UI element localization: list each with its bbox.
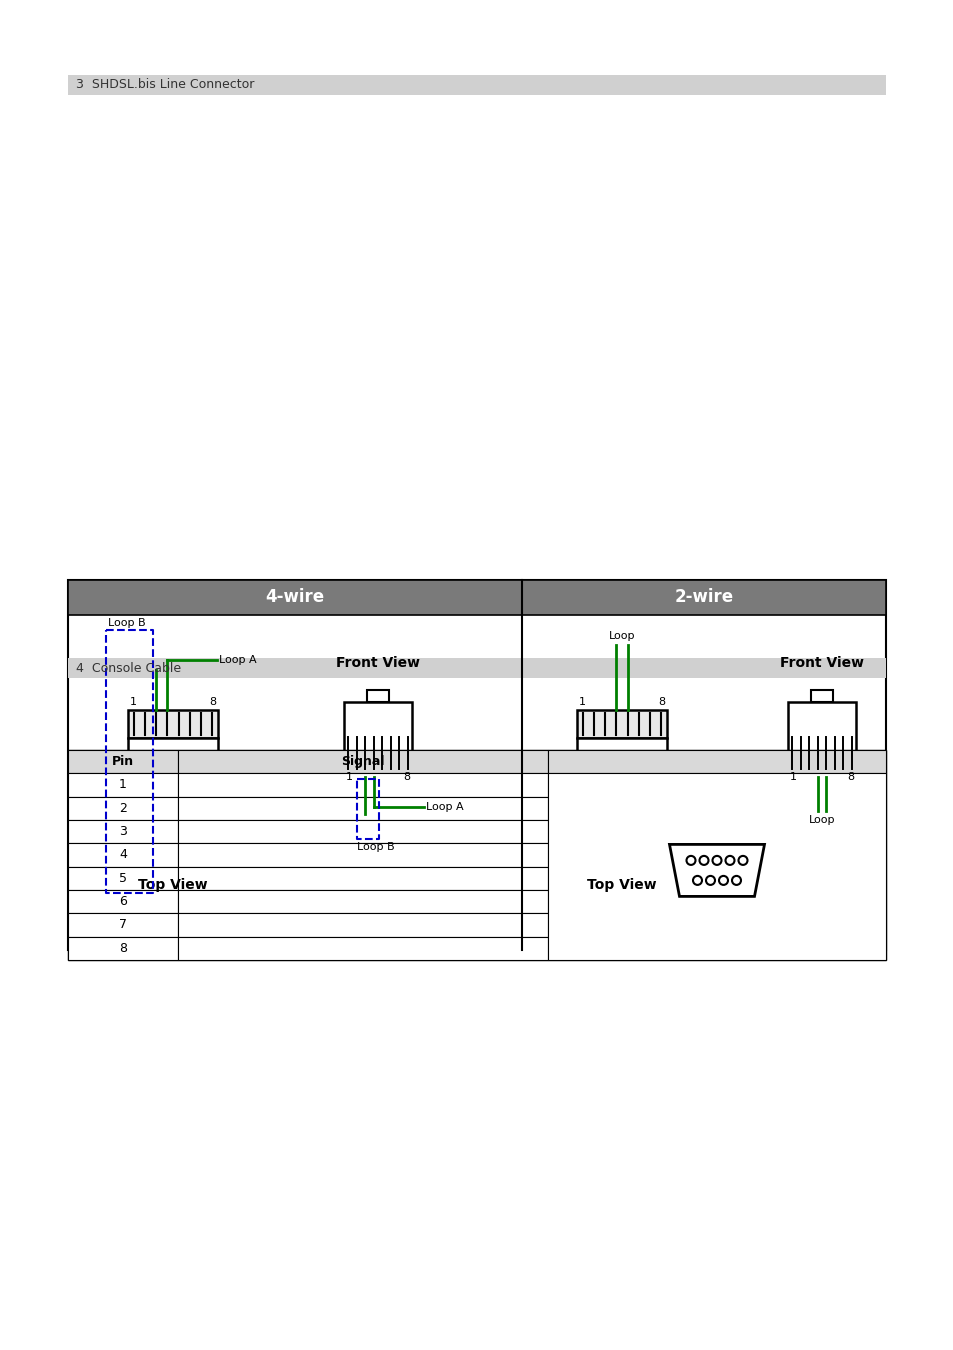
Text: Front View: Front View: [780, 656, 863, 670]
Bar: [68, 890, 178, 914]
Circle shape: [712, 856, 720, 865]
Bar: [178, 867, 547, 890]
Bar: [68, 580, 885, 950]
Text: 5: 5: [119, 872, 127, 884]
Text: 1: 1: [130, 697, 137, 707]
Text: 3  SHDSL.bis Line Connector: 3 SHDSL.bis Line Connector: [76, 78, 254, 92]
Text: 2-wire: 2-wire: [674, 589, 733, 606]
Text: Signal: Signal: [341, 755, 384, 768]
Text: 8: 8: [846, 772, 853, 782]
Bar: [588, 757, 655, 803]
Text: Loop B: Loop B: [356, 842, 395, 852]
Text: Front View: Front View: [335, 656, 419, 670]
Bar: [68, 657, 885, 678]
Bar: [178, 844, 547, 867]
Bar: [68, 751, 885, 960]
Bar: [787, 702, 855, 778]
Circle shape: [719, 876, 727, 884]
Text: 1: 1: [578, 697, 585, 707]
Text: 8: 8: [119, 942, 127, 954]
Bar: [577, 710, 666, 738]
Bar: [521, 580, 885, 616]
Bar: [810, 690, 832, 702]
Circle shape: [738, 856, 747, 865]
Bar: [68, 580, 521, 616]
Bar: [128, 738, 218, 868]
Circle shape: [731, 876, 740, 884]
Circle shape: [705, 876, 714, 884]
Bar: [547, 774, 885, 960]
Text: Loop: Loop: [608, 630, 635, 641]
Text: Loop A: Loop A: [425, 802, 463, 811]
Circle shape: [692, 876, 701, 884]
Bar: [577, 738, 666, 868]
Bar: [178, 751, 547, 774]
Polygon shape: [669, 844, 763, 896]
Text: Loop: Loop: [808, 815, 835, 825]
Text: 8: 8: [209, 697, 215, 707]
Text: 7: 7: [119, 918, 127, 932]
Bar: [178, 796, 547, 819]
Text: Top View: Top View: [138, 878, 208, 892]
Text: Loop B: Loop B: [108, 618, 146, 628]
Text: 1: 1: [346, 772, 353, 782]
Text: 4-wire: 4-wire: [265, 589, 324, 606]
Bar: [68, 774, 178, 796]
Bar: [178, 774, 547, 796]
Bar: [547, 751, 885, 774]
Circle shape: [699, 856, 708, 865]
Bar: [367, 690, 389, 702]
Bar: [68, 867, 178, 890]
Bar: [178, 914, 547, 937]
Text: Top View: Top View: [586, 878, 656, 892]
Bar: [128, 710, 218, 738]
Bar: [178, 890, 547, 914]
Bar: [68, 76, 885, 95]
Bar: [68, 819, 178, 844]
Text: 4: 4: [119, 849, 127, 861]
Text: 8: 8: [658, 697, 664, 707]
Text: Loop A: Loop A: [219, 655, 256, 666]
Bar: [344, 702, 412, 778]
Text: 1: 1: [119, 779, 127, 791]
Bar: [68, 914, 178, 937]
Bar: [68, 844, 178, 867]
Circle shape: [686, 856, 695, 865]
Text: 6: 6: [119, 895, 127, 909]
Text: Pin: Pin: [112, 755, 134, 768]
Bar: [178, 819, 547, 844]
Bar: [68, 751, 178, 774]
Text: 2: 2: [119, 802, 127, 815]
Bar: [178, 937, 547, 960]
Text: 1: 1: [789, 772, 796, 782]
Bar: [68, 796, 178, 819]
Text: 3: 3: [119, 825, 127, 838]
Text: 8: 8: [402, 772, 410, 782]
Text: 4  Console Cable: 4 Console Cable: [76, 662, 181, 675]
Bar: [68, 937, 178, 960]
Bar: [140, 757, 206, 803]
Circle shape: [724, 856, 734, 865]
